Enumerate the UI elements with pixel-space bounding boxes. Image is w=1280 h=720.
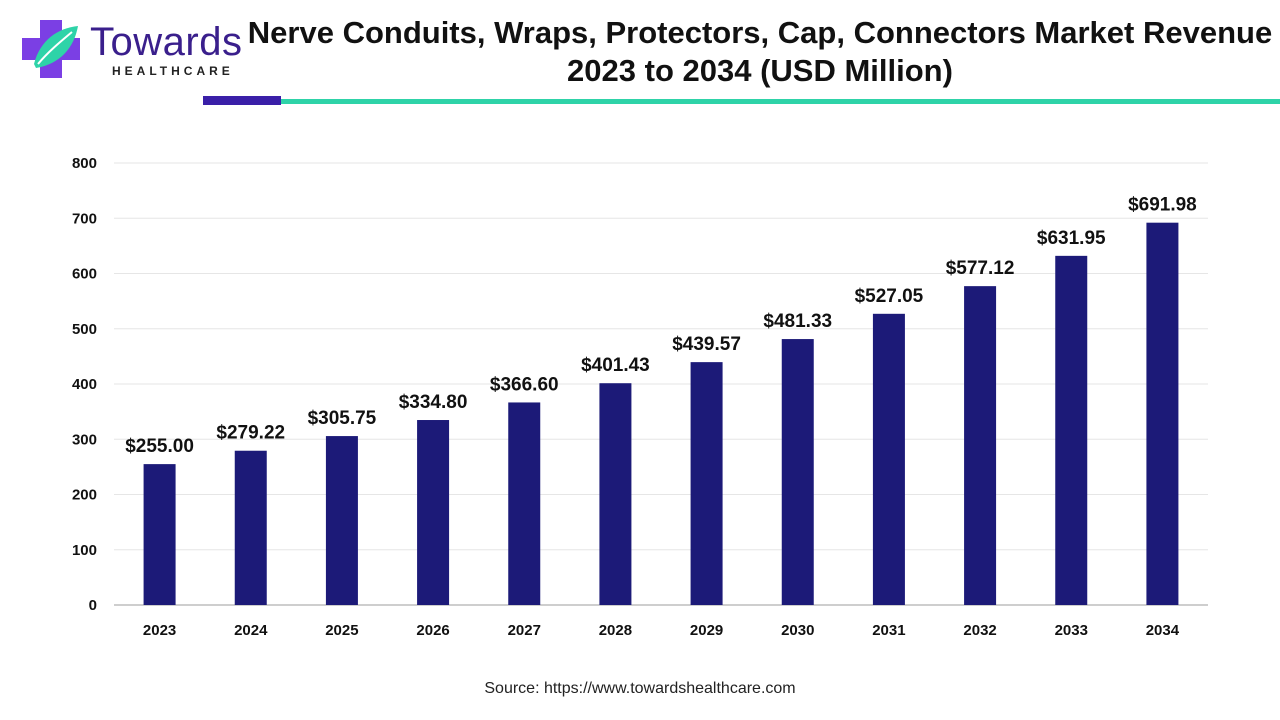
x-axis-ticks: 2023 2024 2025 2026 2027 2028 2029 2030 2031 2032… bbox=[143, 622, 1180, 639]
x-tick-label-2028: 2028 bbox=[599, 622, 632, 639]
value-label-2030: $481.33 bbox=[763, 311, 832, 332]
y-axis-ticks: 0 100 200 300 400 500 600 700 800 bbox=[72, 155, 97, 614]
chart-title: Nerve Conduits, Wraps, Protectors, Cap, … bbox=[247, 15, 1273, 88]
x-tick-label-2024: 2024 bbox=[234, 622, 268, 639]
value-label-2027: $366.60 bbox=[490, 374, 559, 395]
bar-2031 bbox=[872, 313, 905, 605]
medical-cross-leaf-icon bbox=[22, 20, 80, 78]
bar-2032 bbox=[964, 286, 997, 605]
y-tick-label: 800 bbox=[72, 155, 97, 172]
bar-2033 bbox=[1055, 255, 1088, 605]
x-tick-label-2026: 2026 bbox=[416, 622, 449, 639]
x-tick-label-2029: 2029 bbox=[690, 622, 723, 639]
x-tick-label-2027: 2027 bbox=[508, 622, 541, 639]
x-tick-label-2034: 2034 bbox=[1146, 622, 1180, 639]
x-tick-label-2030: 2030 bbox=[781, 622, 814, 639]
brand-name: Towards bbox=[90, 20, 243, 64]
bar-2023 bbox=[143, 464, 176, 605]
x-tick-label-2023: 2023 bbox=[143, 622, 176, 639]
y-tick-label: 400 bbox=[72, 376, 97, 393]
bar-2034 bbox=[1146, 222, 1179, 606]
x-tick-label-2032: 2032 bbox=[963, 622, 996, 639]
y-tick-label: 0 bbox=[89, 597, 97, 614]
value-label-2034: $691.98 bbox=[1128, 195, 1197, 216]
bar-2027 bbox=[508, 402, 541, 605]
header-divider-line bbox=[281, 99, 1280, 104]
source-note: Source: https://www.towardshealthcare.co… bbox=[484, 680, 796, 697]
x-tick-label-2033: 2033 bbox=[1055, 622, 1088, 639]
y-tick-label: 500 bbox=[72, 321, 97, 338]
y-tick-label: 600 bbox=[72, 266, 97, 283]
value-label-2023: $255.00 bbox=[125, 436, 194, 457]
value-label-2025: $305.75 bbox=[308, 408, 377, 429]
value-label-2024: $279.22 bbox=[216, 423, 285, 444]
x-tick-label-2025: 2025 bbox=[325, 622, 358, 639]
value-label-2028: $401.43 bbox=[581, 355, 650, 376]
y-tick-label: 300 bbox=[72, 431, 97, 448]
chart-gridlines bbox=[114, 162, 1208, 606]
chart-bars bbox=[143, 222, 1179, 606]
brand-logo: Towards HEALTHCARE bbox=[20, 18, 243, 82]
x-tick-label-2031: 2031 bbox=[872, 622, 905, 639]
value-label-2029: $439.57 bbox=[672, 334, 741, 355]
value-label-2032: $577.12 bbox=[946, 258, 1015, 279]
bar-2024 bbox=[234, 450, 267, 605]
bar-2025 bbox=[325, 436, 358, 605]
brand-tagline: HEALTHCARE bbox=[112, 64, 234, 78]
bar-2028 bbox=[599, 383, 632, 605]
bar-2029 bbox=[690, 362, 723, 605]
y-tick-label: 100 bbox=[72, 542, 97, 559]
bar-2026 bbox=[417, 420, 450, 605]
value-label-2031: $527.05 bbox=[855, 286, 924, 307]
bar-value-labels: $255.00 $279.22 $305.75 $334.80 $366.60 $401.… bbox=[125, 195, 1197, 457]
y-tick-label: 200 bbox=[72, 487, 97, 504]
y-tick-label: 700 bbox=[72, 210, 97, 227]
bar-2030 bbox=[781, 339, 814, 605]
value-label-2026: $334.80 bbox=[399, 392, 468, 413]
header-accent-bar bbox=[203, 96, 281, 105]
value-label-2033: $631.95 bbox=[1037, 228, 1106, 249]
